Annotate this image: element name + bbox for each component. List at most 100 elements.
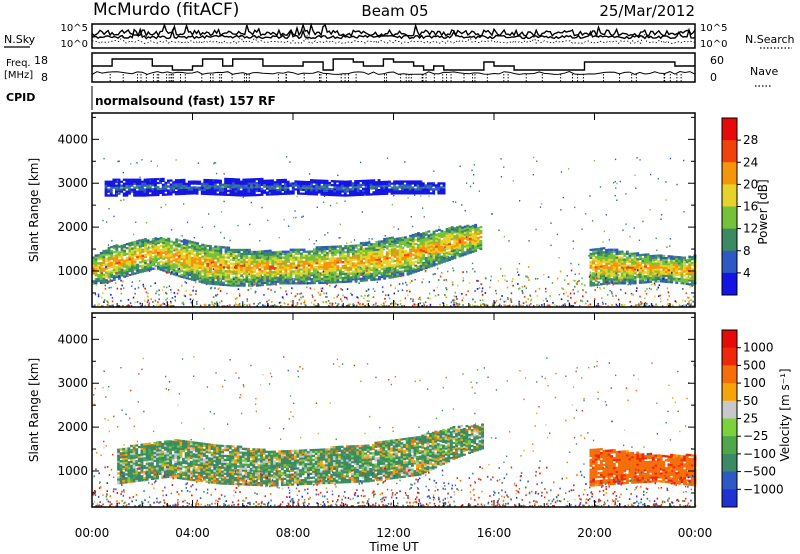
data-cell xyxy=(685,272,689,276)
data-cell xyxy=(185,245,189,248)
data-cell xyxy=(649,280,653,283)
data-cell xyxy=(237,262,241,265)
data-cell xyxy=(336,265,340,268)
data-cell xyxy=(261,281,264,285)
noise-cell xyxy=(341,304,344,307)
data-cell xyxy=(354,192,358,195)
noise-cell xyxy=(645,292,648,295)
data-cell xyxy=(633,262,637,265)
data-cell xyxy=(175,260,179,263)
data-cell xyxy=(239,194,243,197)
noise-cell xyxy=(659,297,662,300)
noise-cell xyxy=(106,252,108,254)
noise-cell xyxy=(238,294,241,297)
noise-cell xyxy=(164,204,167,206)
data-cell xyxy=(638,255,642,259)
noise-cell xyxy=(138,248,141,250)
noise-cell xyxy=(415,303,417,306)
data-cell xyxy=(469,239,472,242)
data-cell xyxy=(631,280,634,283)
data-cell xyxy=(401,274,405,277)
data-cell xyxy=(471,232,475,235)
data-cell xyxy=(479,241,483,245)
data-cell xyxy=(414,182,417,185)
data-cell xyxy=(333,190,337,193)
noise-cell xyxy=(234,301,237,304)
data-cell xyxy=(618,258,621,261)
data-cell xyxy=(240,284,244,287)
data-cell xyxy=(117,186,121,189)
data-cell xyxy=(602,265,606,268)
data-cell xyxy=(187,192,191,195)
noise-cell xyxy=(671,305,674,307)
data-cell xyxy=(346,256,350,260)
data-cell xyxy=(198,186,202,189)
data-cell xyxy=(260,181,264,185)
data-cell xyxy=(201,275,205,278)
data-cell xyxy=(281,266,285,269)
data-cell xyxy=(354,256,358,259)
data-cell xyxy=(133,182,137,185)
data-cell xyxy=(440,251,444,254)
data-cell xyxy=(620,256,624,259)
noise-cell xyxy=(170,264,172,267)
data-cell xyxy=(268,181,272,184)
data-cell xyxy=(258,278,262,281)
data-cell xyxy=(430,235,433,238)
data-cell xyxy=(672,255,676,258)
data-cell xyxy=(180,180,183,184)
data-cell xyxy=(265,181,269,184)
data-cell xyxy=(378,270,381,273)
data-cell xyxy=(406,190,410,193)
data-cell xyxy=(196,248,199,251)
data-cell xyxy=(278,181,282,184)
data-cell xyxy=(271,273,275,276)
noise-cell xyxy=(98,303,100,306)
data-cell xyxy=(359,179,363,183)
data-cell xyxy=(688,255,692,258)
data-cell xyxy=(149,254,153,257)
data-cell xyxy=(235,284,238,287)
data-cell xyxy=(170,240,173,243)
data-cell xyxy=(287,258,290,261)
data-cell xyxy=(284,280,288,283)
noise-cell xyxy=(233,266,236,269)
noise-cell xyxy=(545,297,547,300)
noise-cell xyxy=(109,278,111,281)
data-cell xyxy=(424,257,428,260)
noise-cell xyxy=(543,273,545,276)
noise-cell xyxy=(611,292,613,295)
data-cell xyxy=(209,266,212,269)
data-cell xyxy=(427,258,431,261)
data-cell xyxy=(341,186,345,189)
data-cell xyxy=(456,246,459,249)
data-cell xyxy=(216,275,220,278)
noise-cell xyxy=(403,305,405,307)
data-cell xyxy=(592,252,595,255)
noise-cell xyxy=(564,305,566,307)
data-cell xyxy=(474,233,478,237)
noise-cell xyxy=(458,303,460,306)
data-cell xyxy=(258,250,262,253)
noise-cell xyxy=(654,284,656,286)
data-cell xyxy=(224,274,228,277)
data-cell xyxy=(190,244,194,248)
noise-cell xyxy=(609,268,611,271)
data-cell xyxy=(333,259,337,262)
data-cell xyxy=(677,264,681,267)
data-cell xyxy=(618,268,621,271)
data-cell xyxy=(448,233,452,236)
data-cell xyxy=(297,188,300,191)
data-cell xyxy=(133,248,137,251)
data-cell xyxy=(445,239,449,243)
data-cell xyxy=(422,254,426,257)
data-cell xyxy=(201,245,205,248)
data-cell xyxy=(214,251,218,254)
data-cell xyxy=(589,262,593,265)
data-cell xyxy=(649,266,653,270)
data-cell xyxy=(435,245,439,248)
data-cell xyxy=(144,247,147,251)
noise-cell xyxy=(570,262,572,265)
data-cell xyxy=(211,253,215,256)
noise-cell xyxy=(577,290,579,293)
